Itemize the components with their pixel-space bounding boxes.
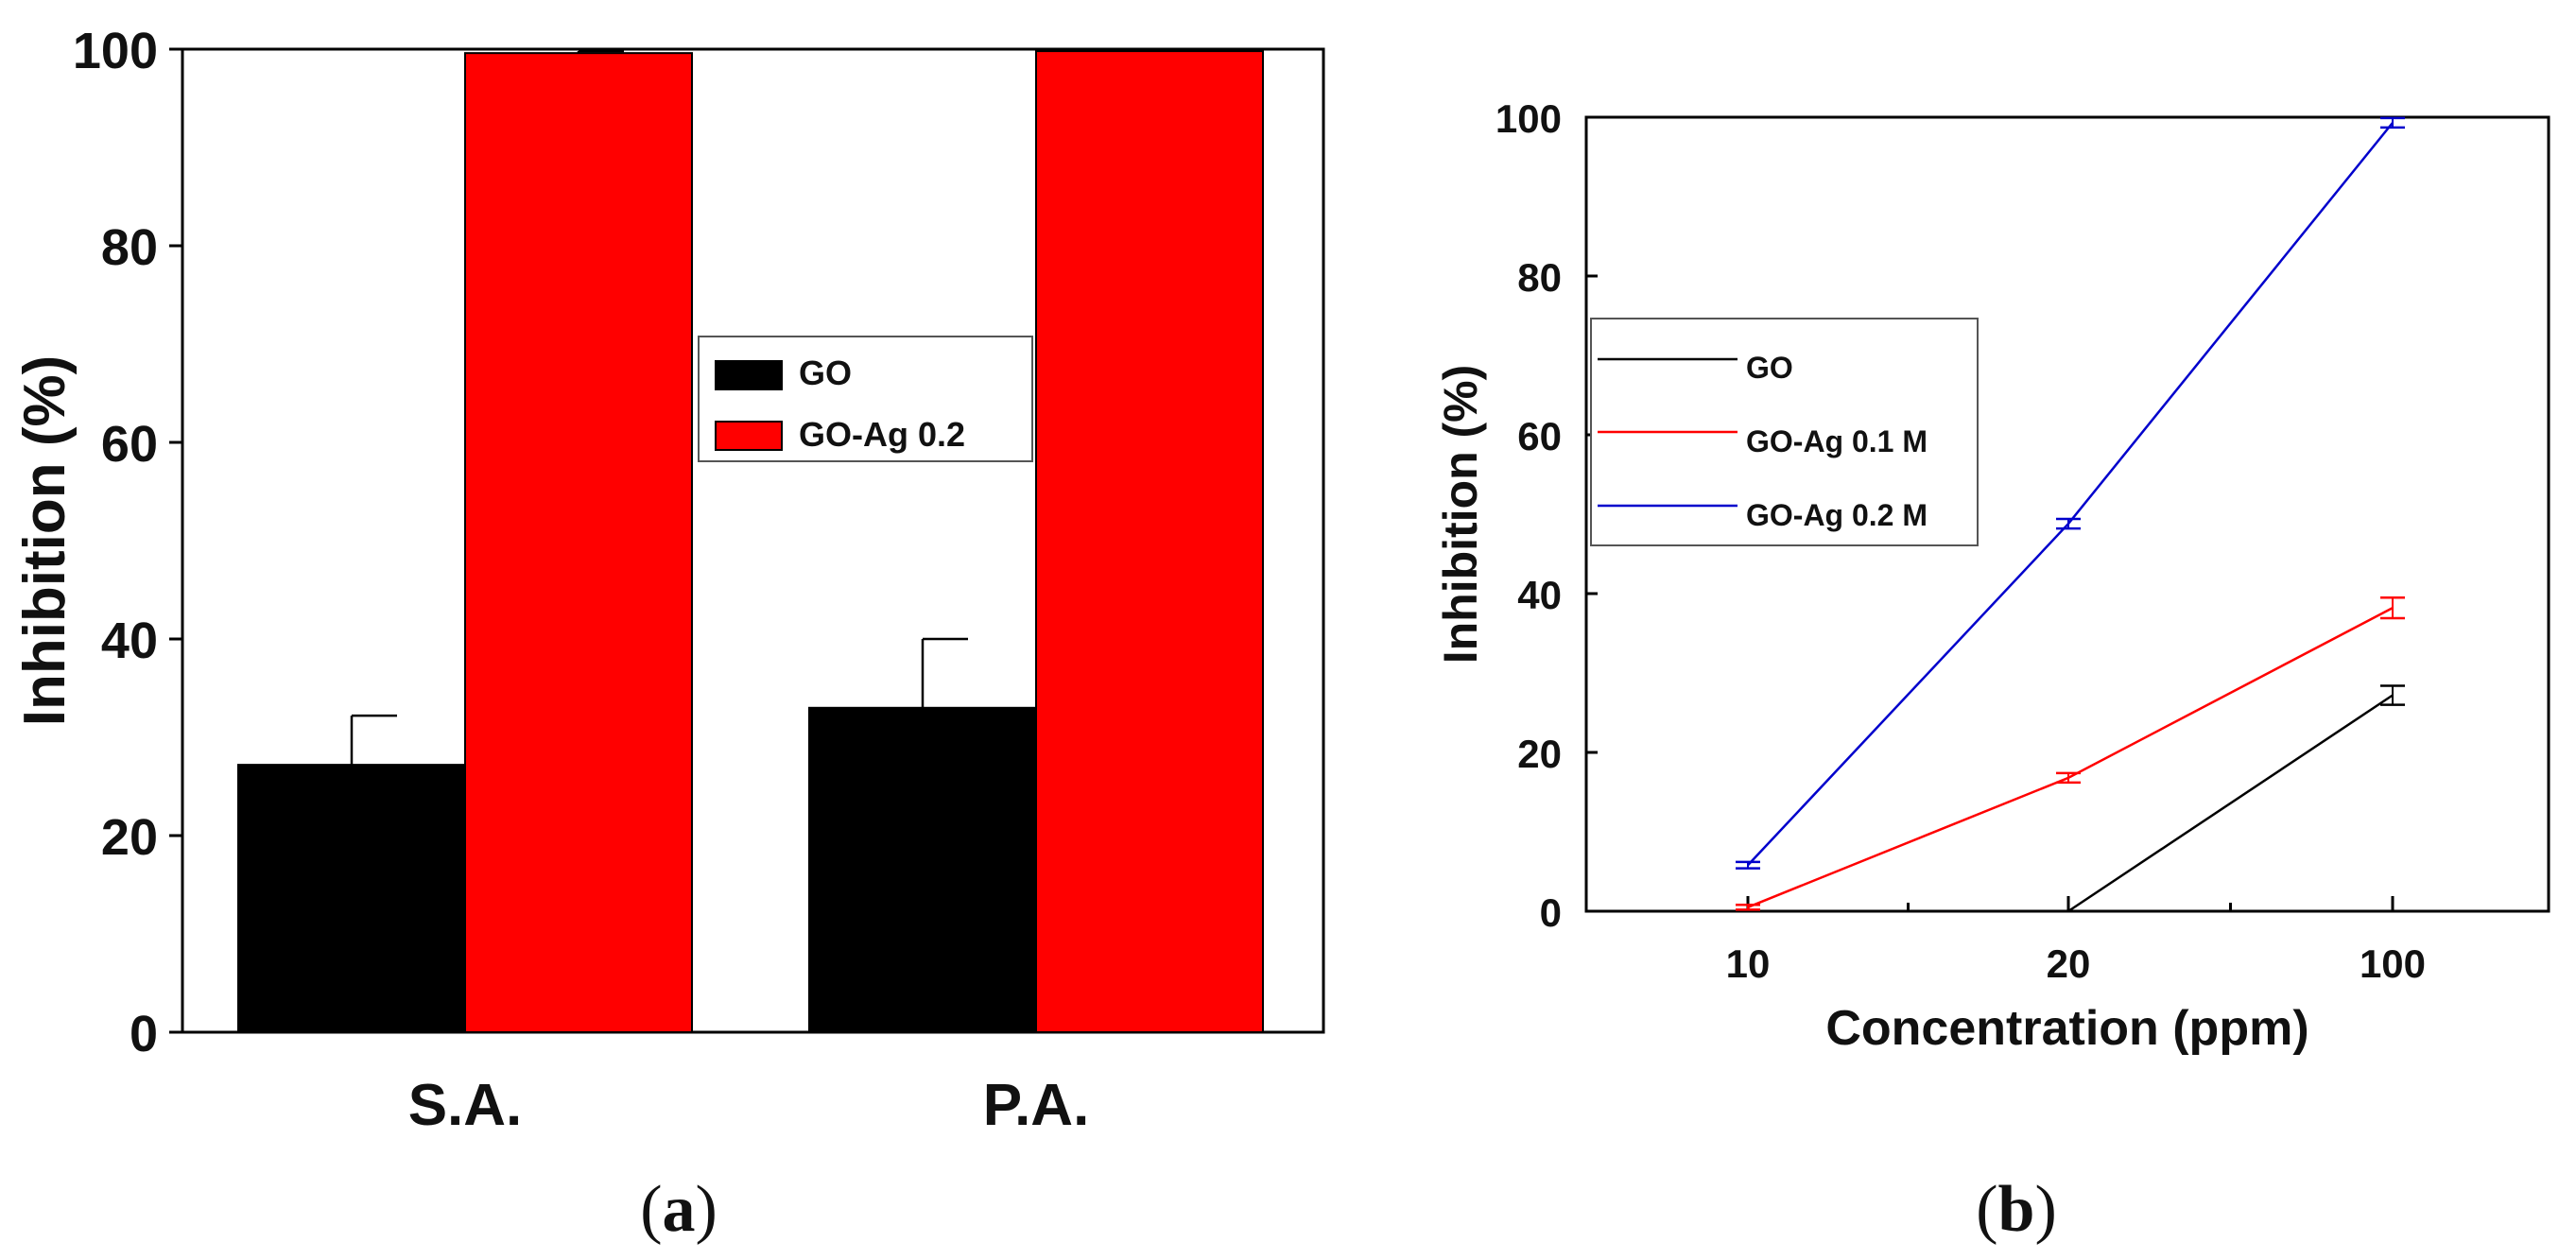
- y-tick-label-b: 60: [1517, 414, 1562, 458]
- x-tick-label-a: P.A.: [983, 1073, 1090, 1138]
- y-ticks-b: 0 20 40 60 80 100: [1495, 96, 1598, 935]
- legend-label-go-b: GO: [1746, 351, 1793, 385]
- x-tick-label-b: 20: [2047, 941, 2091, 986]
- legend-label-go: GO: [799, 354, 852, 392]
- bars-a: [237, 48, 1264, 1034]
- panel-label-b: (b): [1976, 1173, 2057, 1246]
- panel-label-a: (a): [640, 1173, 717, 1246]
- y-tick-label-b: 80: [1517, 255, 1562, 300]
- legend-a: GO GO-Ag 0.2: [698, 336, 1033, 462]
- plot-area-a: [181, 47, 1325, 1034]
- y-tick-label-a: 80: [101, 219, 158, 276]
- bar: [464, 52, 693, 1033]
- series-line: [1747, 607, 2394, 908]
- x-ticks-a: S.A. P.A.: [408, 1073, 1090, 1138]
- error-bars-b: [1736, 116, 2405, 911]
- y-axis-title-b: Inhibition (%): [1434, 365, 1487, 665]
- legend-b: GO GO-Ag 0.1 M GO-Ag 0.2 M: [1590, 318, 1979, 546]
- legend-label-go-ag-02: GO-Ag 0.2 M: [1746, 498, 1928, 532]
- x-tick-label-b: 100: [2360, 941, 2426, 986]
- y-tick-label-a: 0: [130, 1006, 158, 1062]
- y-tick-label-a: 40: [101, 613, 158, 669]
- y-tick-label-b: 0: [1540, 890, 1562, 935]
- y-tick-label-a: 20: [101, 809, 158, 866]
- bar: [237, 764, 466, 1033]
- x-axis-title-b: Concentration (ppm): [1825, 1001, 2308, 1056]
- legend-label-go-ag-01: GO-Ag 0.1 M: [1746, 424, 1928, 458]
- y-tick-label-a: 100: [73, 23, 158, 79]
- bar: [1035, 50, 1264, 1034]
- bar: [808, 706, 1037, 1033]
- x-tick-label-a: S.A.: [408, 1073, 523, 1138]
- chart-b: 0 20 40 60 80 100 10 20 100 Inhibition (%) Conc…: [1434, 96, 2550, 1246]
- legend-label-go-ag: GO-Ag 0.2: [799, 415, 965, 454]
- chart-a: 0 20 40 60 80 100 S.A. P.A. Inhibition (%) GO …: [12, 23, 1325, 1246]
- legend-swatch-go-ag: [715, 421, 783, 451]
- x-tick-label-b: 10: [1726, 941, 1771, 986]
- x-ticks-b: 10 20 100: [1726, 896, 2426, 986]
- y-axis-title-a: Inhibition (%): [12, 355, 78, 727]
- y-tick-label-b: 20: [1517, 732, 1562, 776]
- y-tick-label-a: 60: [101, 416, 158, 473]
- y-tick-label-b: 100: [1495, 96, 1562, 141]
- legend-swatch-go: [715, 360, 783, 390]
- series-line: [2067, 694, 2394, 913]
- y-ticks-a: 0 20 40 60 80 100: [73, 23, 182, 1062]
- y-tick-label-b: 40: [1517, 573, 1562, 617]
